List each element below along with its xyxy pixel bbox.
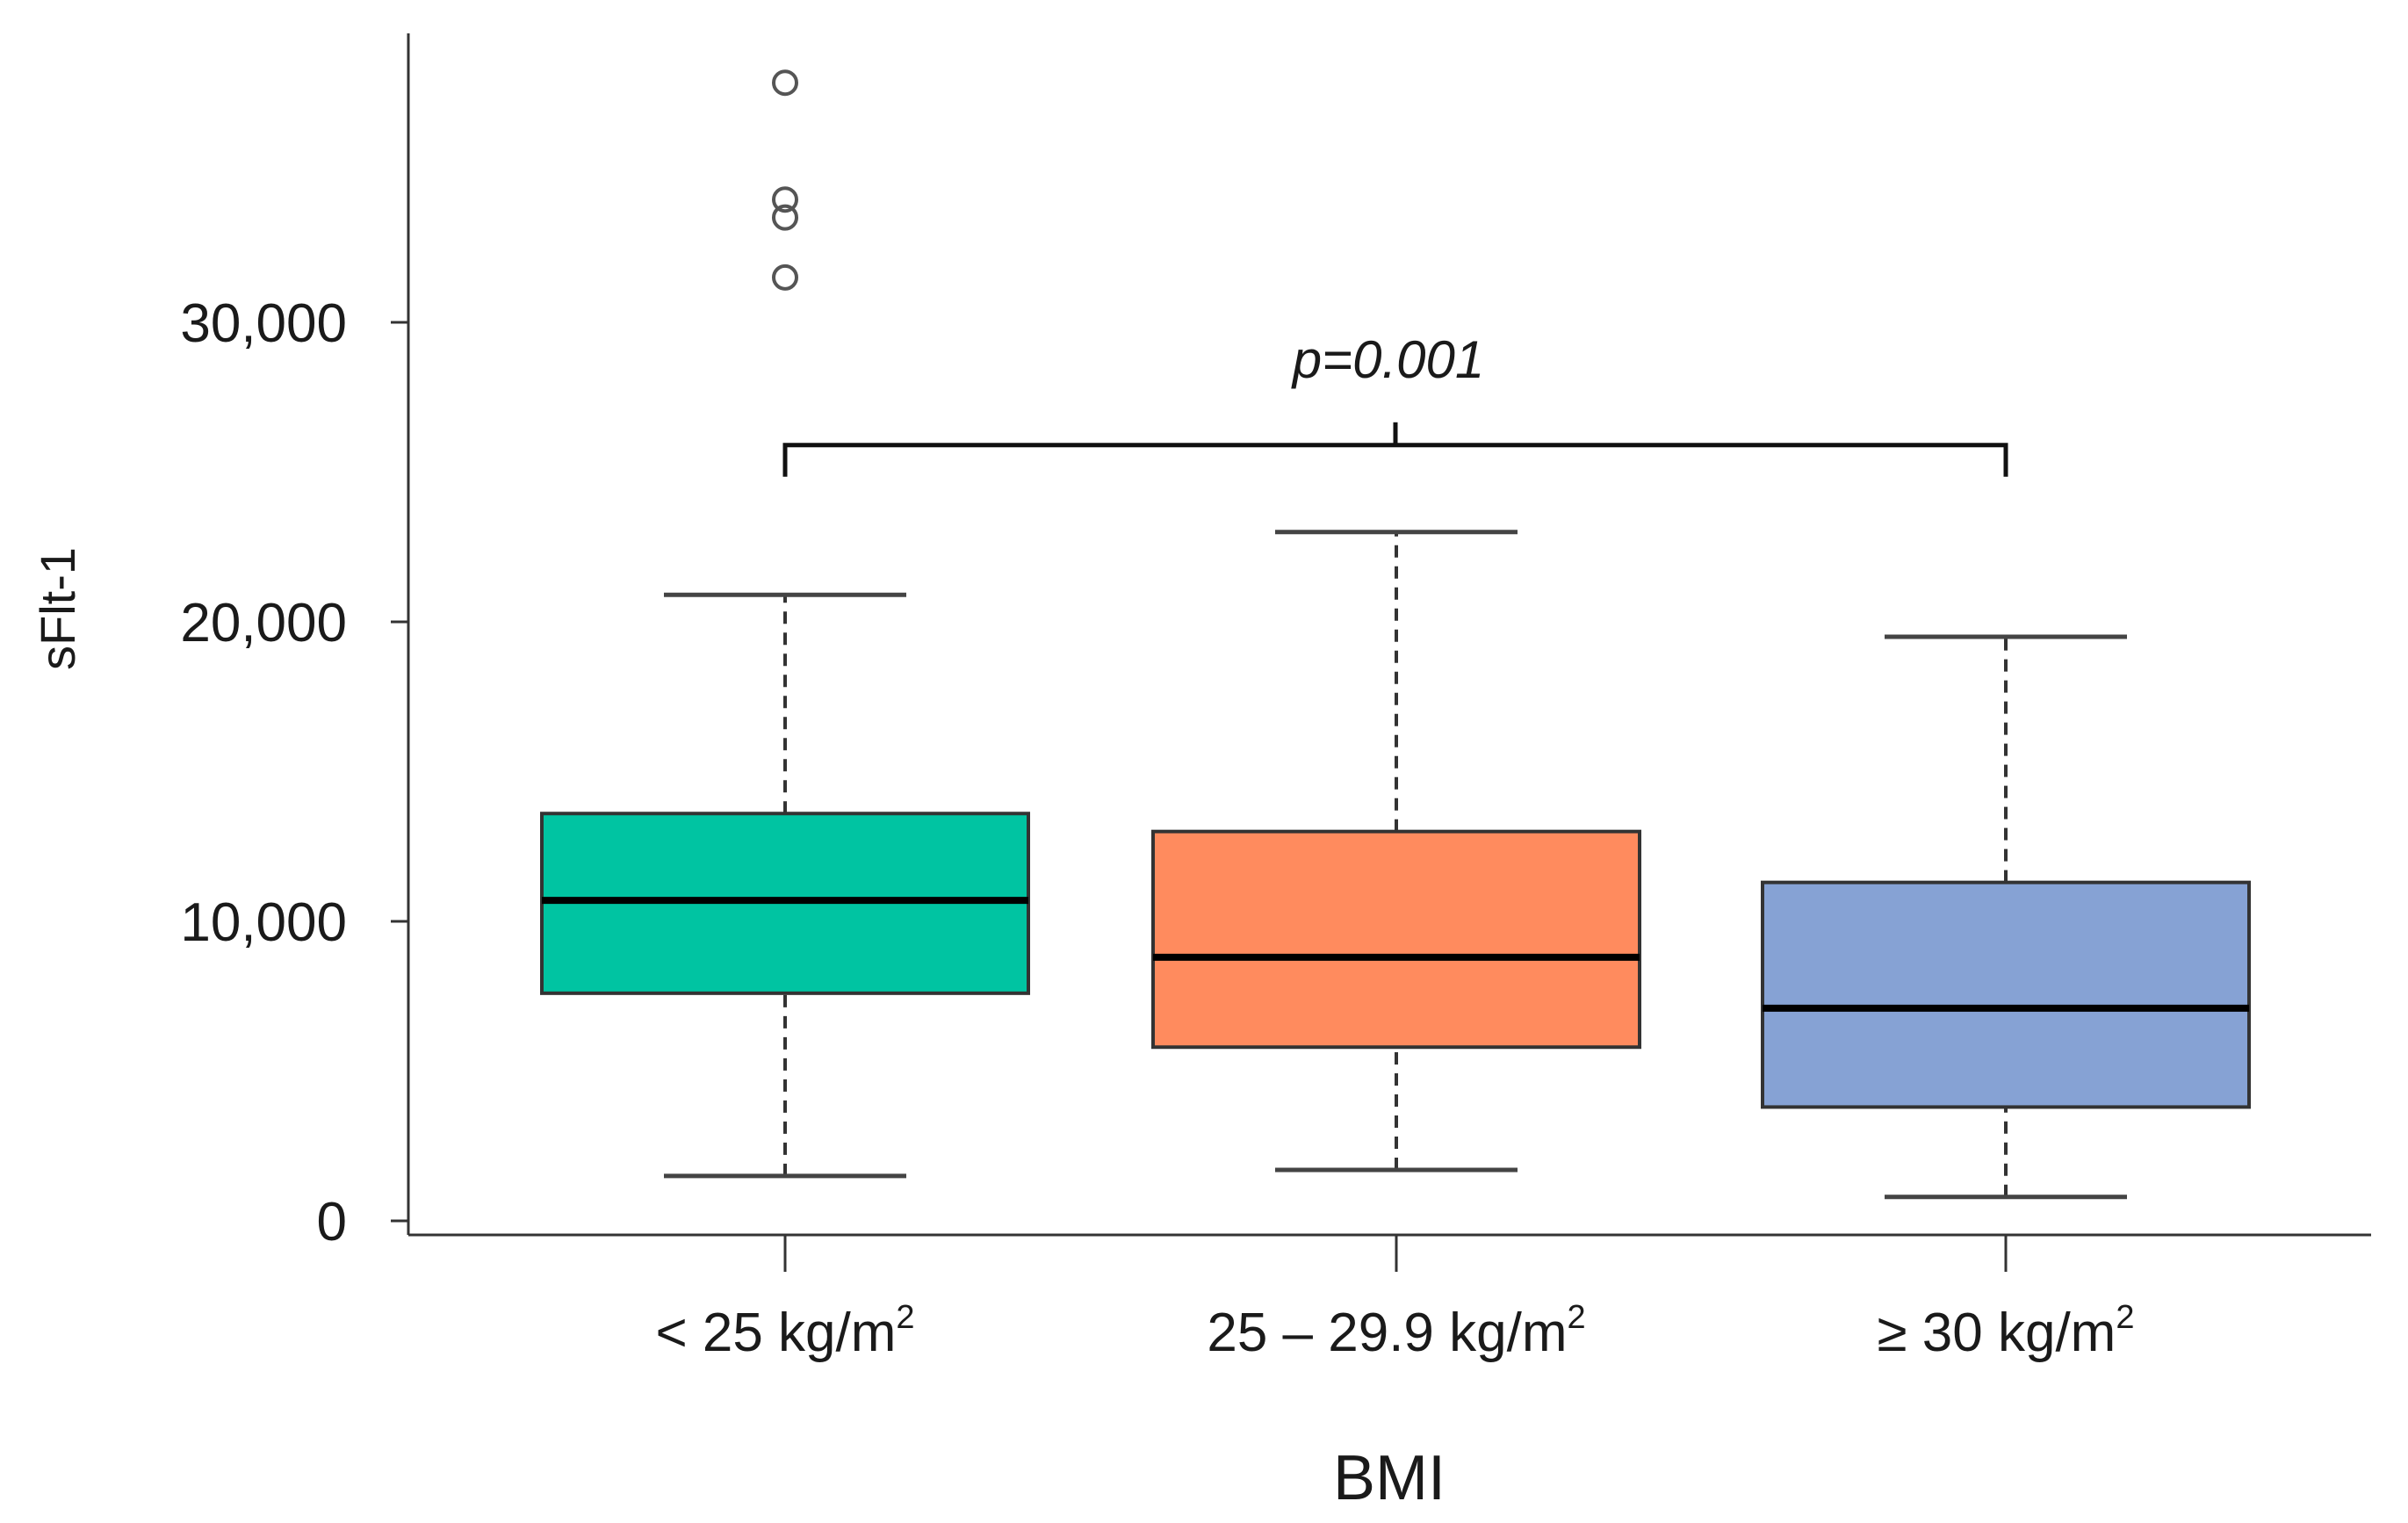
y-tick-label: 20,000	[180, 593, 347, 653]
y-tick-label: 10,000	[180, 892, 347, 953]
boxes	[540, 69, 2251, 1200]
significance-bracket: p=0.001	[782, 330, 2008, 477]
x-tick-label-superscript: 2	[2116, 1299, 2134, 1336]
y-axis-title: sFlt-1	[30, 547, 85, 670]
x-tick-label-text: < 25 kg/m	[655, 1303, 896, 1363]
outlier-point	[772, 69, 798, 97]
box-group	[1761, 634, 2251, 1200]
outlier-point	[772, 204, 798, 231]
outlier-point	[772, 263, 798, 291]
x-tick-label: 25 – 29.9 kg/m2	[1207, 1299, 1585, 1363]
box-group	[1151, 530, 1641, 1173]
box-iqr	[1761, 880, 2251, 1109]
x-tick-label-text: 25 – 29.9 kg/m	[1207, 1303, 1567, 1363]
box-iqr	[1151, 829, 1641, 1050]
x-tick-label-superscript: 2	[896, 1299, 914, 1336]
y-tick-label: 0	[317, 1192, 347, 1252]
x-axis-title: BMI	[1333, 1443, 1446, 1513]
y-tick-label: 30,000	[180, 293, 347, 354]
x-tick-label-superscript: 2	[1568, 1299, 1586, 1336]
x-tick-label-text: ≥ 30 kg/m	[1878, 1303, 2116, 1363]
x-tick-label: < 25 kg/m2	[655, 1299, 914, 1363]
x-tick-label: ≥ 30 kg/m2	[1878, 1299, 2135, 1363]
box-group	[540, 69, 1030, 1179]
outlier-point	[772, 186, 798, 213]
bracket-line	[782, 443, 2008, 477]
p-value-label: p=0.001	[1291, 330, 1485, 389]
